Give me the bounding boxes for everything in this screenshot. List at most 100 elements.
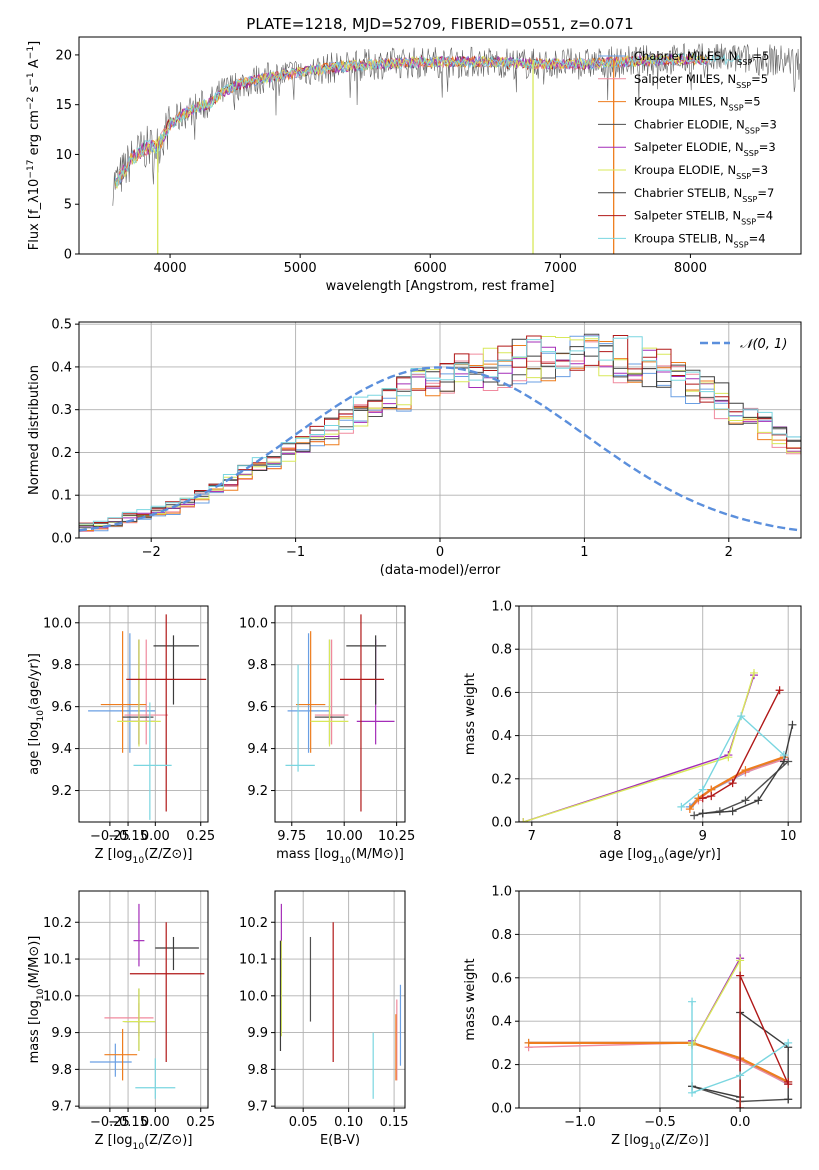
y-tick-label: 9.8 bbox=[247, 658, 268, 673]
axes-frame bbox=[78, 36, 802, 255]
y-tick-label: 9.8 bbox=[51, 1063, 72, 1078]
figure-title: PLATE=1218, MJD=52709, FIBERID=0551, z=0… bbox=[246, 15, 633, 33]
age-vs-mass-panel: 9.75 10.00 10.25 9.2 9.4 9.6 9.8 10.0 mass [log1… bbox=[239, 605, 415, 866]
normal-curve bbox=[79, 366, 799, 532]
x-tick-label: 0.00 bbox=[141, 829, 170, 844]
weight-marker bbox=[690, 811, 699, 820]
weight-marker bbox=[685, 805, 694, 814]
x-tick-label: 10 bbox=[780, 829, 797, 844]
y-tick-label: 15 bbox=[55, 98, 72, 113]
y-tick-label: 9.8 bbox=[247, 1063, 268, 1078]
y-tick-label: 1.0 bbox=[491, 600, 512, 615]
y-axis-label: age [log10(age/yr)] bbox=[27, 653, 46, 775]
x-tick-label: 2 bbox=[725, 545, 733, 560]
x-tick-label: 0 bbox=[436, 545, 444, 560]
weight-series-line bbox=[702, 689, 781, 799]
y-tick-label: 0.0 bbox=[51, 532, 72, 547]
axes-frame bbox=[274, 605, 406, 823]
y-tick-label: 0.2 bbox=[491, 772, 512, 787]
y-tick-label: 0.3 bbox=[51, 403, 72, 418]
y-tick-label: 0.5 bbox=[51, 318, 72, 333]
x-tick-label: −1 bbox=[286, 545, 305, 560]
y-tick-label: 5 bbox=[64, 198, 72, 213]
x-axis-label: age [log10(age/yr)] bbox=[599, 847, 721, 866]
histogram-series bbox=[79, 335, 801, 525]
plot-area bbox=[519, 668, 797, 822]
y-tick-label: 10.0 bbox=[43, 989, 72, 1004]
weight-marker bbox=[715, 807, 724, 816]
y-tick-label: 10 bbox=[55, 148, 72, 163]
x-tick-label: 0.25 bbox=[186, 1115, 215, 1130]
weight-marker bbox=[788, 720, 797, 729]
weight-marker bbox=[784, 1077, 793, 1086]
axes-frame bbox=[518, 890, 802, 1109]
weight-series-line bbox=[691, 957, 741, 1108]
weight-vs-metallicity-panel: −1.0 −0.5 0.0 0.0 0.2 0.4 0.6 0.8 1.0 Z [log10(Z/… bbox=[463, 885, 802, 1152]
plot-area bbox=[524, 954, 793, 1108]
weight-series-line bbox=[523, 672, 755, 822]
weight-marker bbox=[677, 802, 686, 811]
weight-series-line bbox=[528, 1041, 789, 1083]
x-tick-label: −0.25 bbox=[90, 1115, 130, 1130]
legend-entry: Salpeter ELODIE, NSSP=3 bbox=[634, 140, 776, 158]
x-axis-label: Z [log10(Z/Z⊙)] bbox=[611, 1133, 709, 1152]
x-tick-label: 10.25 bbox=[378, 829, 415, 844]
legend-entry: Chabrier ELODIE, NSSP=3 bbox=[634, 117, 777, 135]
x-axis-label: (data-model)/error bbox=[380, 563, 501, 578]
plot-area bbox=[89, 903, 205, 1099]
x-tick-label: 0.05 bbox=[289, 1115, 318, 1130]
plot-area bbox=[79, 333, 801, 532]
x-tick-label: −0.5 bbox=[644, 1115, 676, 1130]
age-vs-metallicity-panel: −0.25−0.150.00 0.25 9.2 9.4 9.6 9.8 10.0 Z [log… bbox=[27, 605, 215, 866]
x-tick-label: −1.0 bbox=[564, 1115, 596, 1130]
histogram-series bbox=[79, 336, 801, 526]
weight-marker bbox=[724, 753, 733, 762]
y-tick-label: 10.1 bbox=[43, 953, 72, 968]
y-axis-label: mass [log10(M/M⊙)] bbox=[27, 936, 46, 1064]
weight-marker bbox=[741, 796, 750, 805]
y-tick-label: 0.4 bbox=[491, 1015, 512, 1030]
weight-marker bbox=[736, 971, 745, 980]
y-tick-label: 0.8 bbox=[491, 928, 512, 943]
x-tick-label: 0.10 bbox=[334, 1115, 363, 1130]
mass-vs-metallicity-panel: −0.25−0.150.00 0.25 9.7 9.8 9.9 10.0 10.1 10.2 Z… bbox=[27, 890, 215, 1152]
legend-entry: Kroupa ELODIE, NSSP=3 bbox=[634, 163, 768, 181]
y-tick-label: 10.1 bbox=[239, 953, 268, 968]
plot-area bbox=[88, 614, 207, 820]
x-tick-label: 0.25 bbox=[186, 829, 215, 844]
x-tick-label: 8000 bbox=[674, 261, 707, 276]
y-tick-label: 10.0 bbox=[239, 616, 268, 631]
weight-marker bbox=[728, 779, 737, 788]
x-axis-label: E(B-V) bbox=[320, 1133, 360, 1148]
x-tick-label: 0.0 bbox=[730, 1115, 751, 1130]
y-tick-label: 0.6 bbox=[491, 971, 512, 986]
residuals-panel: −2 −1 0 1 2 0.0 0.1 0.2 0.3 0.4 0.5 (data-model)/er… bbox=[27, 318, 802, 578]
y-axis-label: Normed distribution bbox=[27, 365, 42, 495]
y-axis-label: Flux [f_λ10−17 erg cm−2 s−1 A−1] bbox=[26, 41, 42, 250]
weight-marker bbox=[741, 766, 750, 775]
plot-area bbox=[285, 614, 395, 812]
y-tick-label: 0.2 bbox=[491, 1058, 512, 1073]
weight-marker bbox=[688, 1088, 697, 1097]
weight-vs-age-panel: 7 8 9 10 0.0 0.2 0.4 0.6 0.8 1.0 age [log10(age/yr… bbox=[463, 600, 802, 866]
weight-marker bbox=[779, 751, 788, 760]
legend-entry: 𝒩(0, 1) bbox=[740, 337, 787, 352]
y-tick-label: 0.1 bbox=[51, 489, 72, 504]
x-axis-label: Z [log10(Z/Z⊙)] bbox=[95, 1133, 193, 1152]
y-tick-label: 9.2 bbox=[247, 784, 268, 799]
y-tick-label: 9.6 bbox=[51, 700, 72, 715]
x-tick-label: 5000 bbox=[284, 261, 317, 276]
weight-marker bbox=[784, 1038, 793, 1047]
y-tick-label: 9.2 bbox=[51, 784, 72, 799]
mass-vs-ebv-panel: 0.05 0.10 0.15 9.7 9.8 9.9 10.0 10.1 10.2 E(B-V) bbox=[239, 890, 409, 1148]
y-tick-label: 1.0 bbox=[491, 885, 512, 900]
weight-marker bbox=[737, 712, 746, 721]
weight-series-line bbox=[523, 674, 755, 822]
x-tick-label: −2 bbox=[142, 545, 161, 560]
y-tick-label: 9.4 bbox=[247, 742, 268, 757]
weight-marker bbox=[775, 686, 784, 695]
weight-marker bbox=[698, 809, 707, 818]
weight-marker bbox=[784, 1095, 793, 1104]
y-tick-label: 0.0 bbox=[491, 1102, 512, 1117]
